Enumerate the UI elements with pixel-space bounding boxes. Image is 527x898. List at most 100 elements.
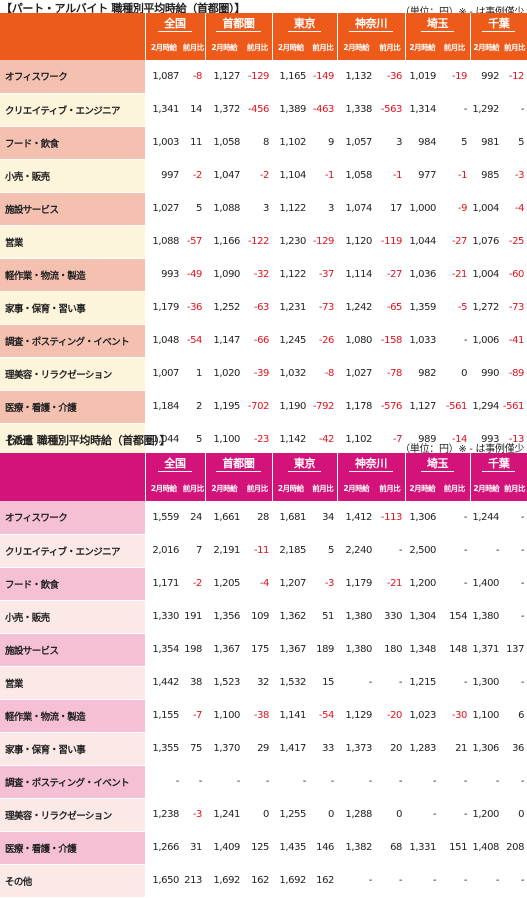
wage-cell: 1,147: [205, 324, 243, 358]
wage-cell: 1,692: [205, 864, 243, 898]
region-header: 神奈川: [336, 453, 406, 475]
change-cell: -1: [375, 159, 406, 193]
change-cell: 5: [182, 192, 205, 226]
category-label: 家事・保育・習い事: [0, 291, 145, 325]
category-label: 調査・ポスティング・イベント: [0, 765, 145, 799]
wage-cell: 1,681: [272, 501, 310, 535]
change-cell: -8: [182, 60, 205, 94]
change-cell: -: [309, 765, 338, 799]
change-cell: 21: [439, 732, 471, 766]
table-row: 営業 1,442 38 1,523 32 1,532 15- -1,215-1,300-: [0, 666, 527, 700]
region-header: 首都圏: [204, 453, 273, 475]
change-cell: 3: [309, 192, 338, 226]
change-cell: -561: [502, 390, 527, 424]
region-header: 千葉: [469, 13, 527, 35]
wage-cell: 1,127: [205, 60, 243, 94]
wage-cell: 1,367: [272, 633, 310, 667]
wage-cell: 1,004: [470, 192, 503, 226]
change-cell: -63: [243, 291, 273, 325]
wage-cell: 1,272: [470, 291, 503, 325]
wage-cell: 1,283: [405, 732, 440, 766]
change-cell: 5: [439, 126, 471, 160]
change-cell: -: [439, 534, 471, 568]
category-label: オフィスワーク: [0, 60, 145, 94]
region-header: 全国: [144, 13, 205, 35]
category-label: フード・飲食: [0, 567, 145, 601]
wage-subheader: 2月時給: [469, 475, 503, 501]
wage-cell: 1,382: [337, 831, 376, 865]
change-cell: -2: [182, 159, 205, 193]
wage-cell: 1,048: [145, 324, 182, 358]
wage-subheader: 2月時給: [271, 35, 310, 60]
wage-cell: 1,100: [470, 699, 503, 733]
change-cell: -54: [182, 324, 205, 358]
wage-cell: 1,044: [145, 423, 182, 457]
category-label: フード・飲食: [0, 126, 145, 160]
table-row: 営業 1,088 -57 1,166 -122 1,230 -129 1,120 -119 1,0…: [0, 225, 527, 259]
wage-cell: 1,120: [337, 225, 376, 259]
wage-cell: 1,179: [145, 291, 182, 325]
change-cell: -576: [375, 390, 406, 424]
change-cell: 137: [502, 633, 527, 667]
wage-cell: 1,200: [405, 567, 440, 601]
change-cell: 0: [309, 798, 338, 832]
change-cell: -9: [439, 192, 471, 226]
change-cell: -129: [309, 225, 338, 259]
change-cell: 75: [182, 732, 205, 766]
category-label: 医療・看護・介護: [0, 390, 145, 424]
wage-subheader: 2月時給: [144, 35, 182, 60]
wage-cell: 1,306: [405, 501, 440, 535]
wage-subheader: 2月時給: [469, 35, 503, 60]
change-cell: -32: [243, 258, 273, 292]
change-cell: -41: [502, 324, 527, 358]
change-cell: 175: [243, 633, 273, 667]
change-cell: -37: [309, 258, 338, 292]
change-cell: -1: [309, 159, 338, 193]
table-row: 理美容・リラクゼーション 1,007 1 1,020 -39 1,032 -8 1,027 -7…: [0, 357, 527, 391]
wage-cell: -: [337, 666, 376, 700]
change-cell: 29: [243, 732, 273, 766]
category-label: 医療・看護・介護: [0, 831, 145, 865]
wage-cell: 1,412: [337, 501, 376, 535]
change-cell: 68: [375, 831, 406, 865]
change-cell: -27: [375, 258, 406, 292]
change-cell: -4: [243, 567, 273, 601]
wage-cell: 2,191: [205, 534, 243, 568]
region-label: 東京: [287, 457, 322, 472]
table2-unit-note: （単位：円）※ - は事例僅少: [400, 444, 524, 455]
change-cell: -463: [309, 93, 338, 127]
change-cell: 146: [309, 831, 338, 865]
wage-cell: 1,338: [337, 93, 376, 127]
wage-cell: 1,200: [470, 798, 503, 832]
change-cell: 162: [309, 864, 338, 898]
header-corner: [0, 453, 145, 501]
wage-cell: -: [337, 765, 376, 799]
change-cell: -: [375, 666, 406, 700]
wage-cell: 1,058: [205, 126, 243, 160]
wage-cell: -: [405, 765, 440, 799]
category-label: 軽作業・物流・製造: [0, 699, 145, 733]
change-cell: -42: [309, 423, 338, 457]
change-cell: -113: [375, 501, 406, 535]
change-cell: 0: [243, 798, 273, 832]
wage-cell: 984: [405, 126, 440, 160]
change-cell: 0: [375, 798, 406, 832]
wage-cell: 1,230: [272, 225, 310, 259]
change-cell: -456: [243, 93, 273, 127]
wage-cell: 1,409: [205, 831, 243, 865]
wage-cell: 1,442: [145, 666, 182, 700]
wage-cell: 1,047: [205, 159, 243, 193]
change-cell: -: [439, 93, 471, 127]
change-subheader: 前月比: [243, 475, 273, 501]
category-label: 営業: [0, 225, 145, 259]
wage-cell: 1,087: [145, 60, 182, 94]
change-cell: -563: [375, 93, 406, 127]
region-header: 首都圏: [204, 13, 273, 35]
change-cell: -73: [309, 291, 338, 325]
wage-cell: 1,294: [470, 390, 503, 424]
change-cell: -: [502, 501, 527, 535]
change-cell: 11: [182, 126, 205, 160]
table-row: クリエイティブ・エンジニア 1,341 14 1,372 -456 1,389 -463 1,…: [0, 93, 527, 127]
change-cell: 8: [243, 126, 273, 160]
wage-cell: 997: [145, 159, 182, 193]
